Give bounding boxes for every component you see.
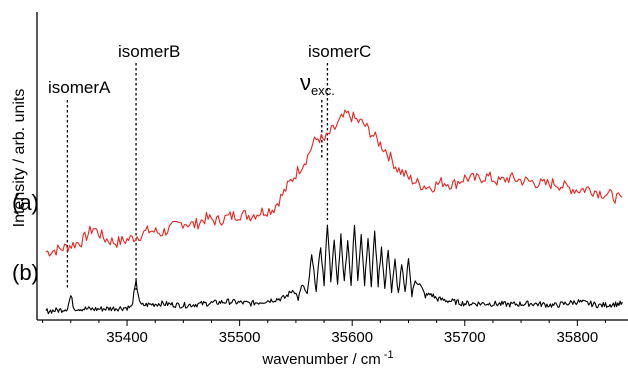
x-tick-labels: 35400 35500 35600 35700 35800 [106,329,598,346]
isomerC-label: isomerC [308,42,371,61]
series-b-label: (b) [12,260,39,285]
series-a-line [45,109,623,257]
x-axis-label-sup: -1 [384,349,394,361]
x-axis-label: wavenumber / cm -1 [261,349,393,368]
x-tick-label: 35600 [331,329,373,346]
nu-exc-label: νexc. [300,70,335,98]
x-tick-label: 35500 [219,329,261,346]
x-tick-label: 35400 [106,329,148,346]
isomer-markers [66,63,329,290]
nu-symbol: ν [300,70,311,95]
axes [36,12,628,321]
x-axis-label-text: wavenumber / cm [261,351,380,368]
x-tick-label: 35700 [444,329,486,346]
series-b-line [45,224,623,315]
nu-subscript: exc. [311,83,335,98]
x-ticks [42,320,606,326]
x-tick-label: 35800 [556,329,598,346]
isomerB-label: isomerB [118,42,180,61]
y-axis-label: Intensity / arb. units [11,89,28,228]
isomerA-label: isomerA [48,78,111,97]
series-a-label: (a) [12,190,39,215]
